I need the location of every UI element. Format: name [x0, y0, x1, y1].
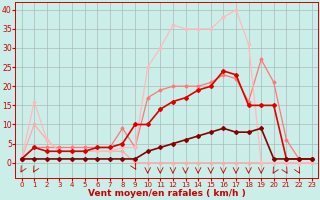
X-axis label: Vent moyen/en rafales ( km/h ): Vent moyen/en rafales ( km/h ) [88, 189, 245, 198]
